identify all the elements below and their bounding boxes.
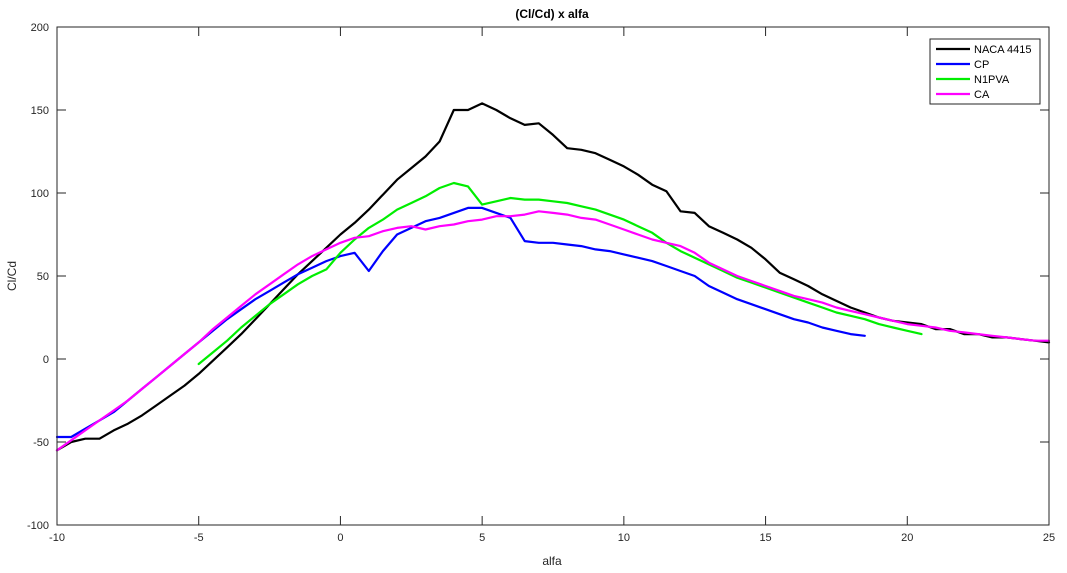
y-ticks: -100 -50 0 50 100 150 200 — [27, 22, 1049, 532]
legend-label-0: NACA 4415 — [974, 44, 1031, 56]
x-tick-label: 20 — [901, 532, 913, 544]
x-tick-label: 10 — [618, 532, 630, 544]
x-tick-label: -10 — [49, 532, 65, 544]
x-tick-label: 0 — [337, 532, 343, 544]
x-ticks: -10 -5 0 5 10 15 20 25 — [49, 27, 1055, 544]
x-tick-label: 5 — [479, 532, 485, 544]
plot-area — [57, 27, 1049, 525]
chart-title: (Cl/Cd) x alfa — [515, 7, 589, 21]
y-tick-label: 100 — [31, 188, 49, 200]
y-tick-label: -50 — [33, 437, 49, 449]
series-line-2 — [197, 181, 923, 366]
series-layer — [55, 102, 1051, 452]
y-tick-label: 50 — [37, 271, 49, 283]
y-tick-label: -100 — [27, 520, 49, 532]
legend-label-1: CP — [974, 59, 989, 71]
legend: NACA 4415 CP N1PVA CA — [929, 38, 1041, 105]
legend-label-3: CA — [974, 89, 990, 101]
series-line-3 — [55, 210, 1051, 452]
y-tick-label: 0 — [43, 354, 49, 366]
y-tick-label: 200 — [31, 22, 49, 34]
x-tick-label: 15 — [759, 532, 771, 544]
x-tick-label: 25 — [1043, 532, 1055, 544]
x-tick-label: -5 — [194, 532, 204, 544]
x-axis-label: alfa — [542, 554, 562, 568]
legend-label-2: N1PVA — [974, 74, 1010, 86]
y-axis-label: Cl/Cd — [5, 261, 19, 291]
y-tick-label: 150 — [31, 105, 49, 117]
